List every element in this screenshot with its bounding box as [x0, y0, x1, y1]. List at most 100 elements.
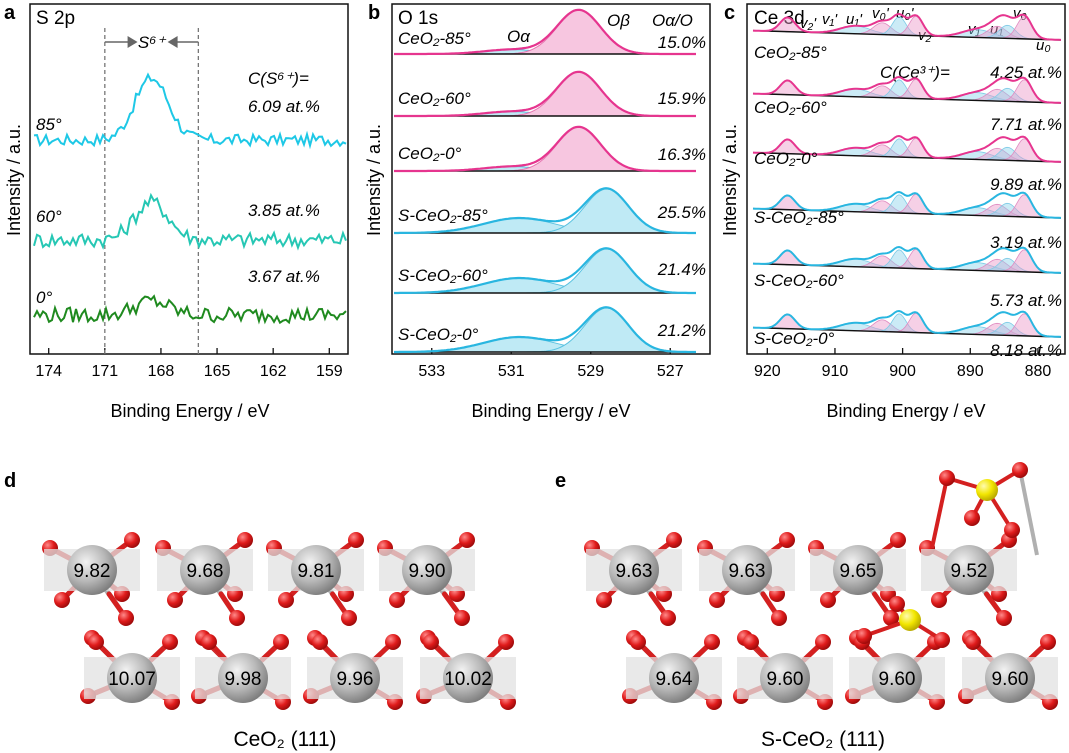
- bader-charge-value: 10.02: [444, 669, 492, 690]
- fit-envelope: [752, 134, 1062, 163]
- sample-label: CeO₂-60°: [754, 98, 827, 117]
- sample-label: CeO₂-85°: [754, 43, 827, 62]
- oxygen-atom: [162, 634, 178, 650]
- panel-c-tick-label: 920: [754, 363, 781, 380]
- bader-charge-value: 9.82: [74, 561, 111, 582]
- concentration-label: C(S⁶⁺)=: [248, 69, 309, 88]
- oxygen-atom: [124, 532, 140, 548]
- oxygen-atom: [229, 610, 245, 626]
- cerium-atom: [985, 653, 1035, 703]
- sample-label: S-CeO₂-85°: [398, 206, 488, 225]
- ce3-concentration-value: 7.71 at.%: [990, 115, 1062, 134]
- cerium-atom: [722, 545, 772, 595]
- oxygen-atom: [1040, 634, 1056, 650]
- ce3-concentration-value: 3.19 at.%: [990, 233, 1062, 252]
- cerium-atom: [944, 545, 994, 595]
- panel-a-ylabel: Intensity / a.u.: [4, 124, 24, 236]
- fit-envelope: [394, 247, 696, 295]
- panel-c-title: Ce 3d: [754, 8, 805, 29]
- panel-a-frame: [29, 3, 349, 355]
- panel-e-letter: e: [555, 470, 566, 492]
- right-arrow-icon: [127, 36, 138, 48]
- fit-envelope: [394, 187, 696, 235]
- panel-c-ylabel: Intensity / a.u.: [720, 124, 740, 236]
- peak-label: v₁': [822, 11, 838, 28]
- panel-b-xlabel: Binding Energy / eV: [471, 401, 630, 421]
- panel-a-tick-label: 159: [316, 363, 343, 380]
- cerium-atom: [649, 653, 699, 703]
- oxygen-atom: [666, 532, 682, 548]
- sulfur-atom: [976, 479, 998, 501]
- bader-charge-value: 9.63: [729, 561, 766, 582]
- bader-charge-value: 9.96: [337, 669, 374, 690]
- concentration-value: 3.85 at.%: [248, 201, 320, 220]
- sample-label: S-CeO₂-0°: [398, 325, 479, 344]
- series-line: [33, 294, 347, 325]
- panel-d: d 9.82 9.68 9.81 9.90 10.07 9.98 9.96 10.02 CeO…: [4, 470, 516, 751]
- cerium-atom: [330, 653, 380, 703]
- panel-c-frame: [746, 3, 1066, 355]
- o-alpha-ratio: 25.5%: [657, 203, 706, 222]
- oxygen-atom: [934, 632, 950, 648]
- peak-label: u₁': [846, 11, 863, 28]
- cerium-atom: [291, 545, 341, 595]
- sample-label: CeO₂-85°: [398, 29, 471, 48]
- bader-charge-value: 9.52: [951, 561, 988, 582]
- bader-charge-value: 9.68: [187, 561, 224, 582]
- panel-c-tick-label: 910: [822, 363, 849, 380]
- panel-c: c Ce 3d Intensity / a.u. Binding Energy …: [720, 2, 1066, 421]
- panel-c-tick-label: 900: [889, 363, 916, 380]
- ce3-concentration-value: 8.18 at.%: [990, 341, 1062, 360]
- oxygen-atom: [312, 634, 328, 650]
- o-alpha-ratio: 15.0%: [658, 33, 706, 52]
- oxygen-atom: [498, 634, 514, 650]
- series-label: 85°: [36, 115, 62, 134]
- oxygen-atom: [423, 634, 439, 650]
- panel-b-tick-label: 531: [498, 363, 525, 380]
- o-o-bond: [930, 477, 949, 549]
- oxygen-atom: [201, 634, 217, 650]
- panel-e: e 9.63 9.63 9.65 9.52 9.64 9.60 9.60 9.60 S-CeO…: [555, 462, 1058, 751]
- oxygen-atom: [996, 610, 1012, 626]
- shirley-background: [752, 29, 1062, 41]
- oxygen-atom: [964, 510, 980, 526]
- fit-envelope: [752, 309, 1062, 338]
- panel-c-tick-label: 890: [957, 363, 984, 380]
- header-o-beta: Oβ: [607, 11, 630, 30]
- oxygen-atom: [54, 592, 70, 608]
- fit-envelope: [394, 70, 696, 118]
- oxygen-atom: [709, 592, 725, 608]
- oxygen-atom: [704, 634, 720, 650]
- panel-b-ylabel: Intensity / a.u.: [364, 124, 384, 236]
- ce-o-bond: [1018, 469, 1039, 556]
- series-label: 60°: [36, 207, 62, 226]
- oxygen-atom: [118, 610, 134, 626]
- oxygen-atom: [167, 592, 183, 608]
- panel-a-tick-label: 162: [260, 363, 287, 380]
- oxygen-atom: [459, 532, 475, 548]
- series-line: [33, 72, 347, 150]
- oxygen-atom: [889, 596, 905, 612]
- oxygen-atom: [939, 470, 955, 486]
- panel-d-caption: CeO₂ (111): [233, 728, 336, 751]
- oxygen-atom: [88, 634, 104, 650]
- ce3-concentration-value: 5.73 at.%: [990, 291, 1062, 310]
- cerium-atom: [443, 653, 493, 703]
- sample-label: S-CeO₂-60°: [754, 271, 844, 290]
- oxygen-atom: [273, 634, 289, 650]
- header-o-alpha: Oα: [507, 27, 531, 46]
- panel-c-xticks: 920 910 900 890 880: [754, 348, 1051, 380]
- panel-a-tick-label: 165: [204, 363, 231, 380]
- peak-label: v₀': [872, 5, 890, 22]
- peak-label: u₀: [1036, 37, 1051, 54]
- bader-charge-value: 10.07: [108, 669, 156, 690]
- oxygen-atom: [743, 634, 759, 650]
- oxygen-atom: [1012, 462, 1028, 478]
- sample-label: S-CeO₂-0°: [754, 329, 835, 348]
- bader-charge-value: 9.60: [767, 669, 804, 690]
- sample-label: CeO₂-0°: [398, 144, 462, 163]
- oxygen-atom: [815, 634, 831, 650]
- fit-envelope: [752, 12, 1062, 41]
- oxygen-atom: [660, 610, 676, 626]
- cerium-atom: [609, 545, 659, 595]
